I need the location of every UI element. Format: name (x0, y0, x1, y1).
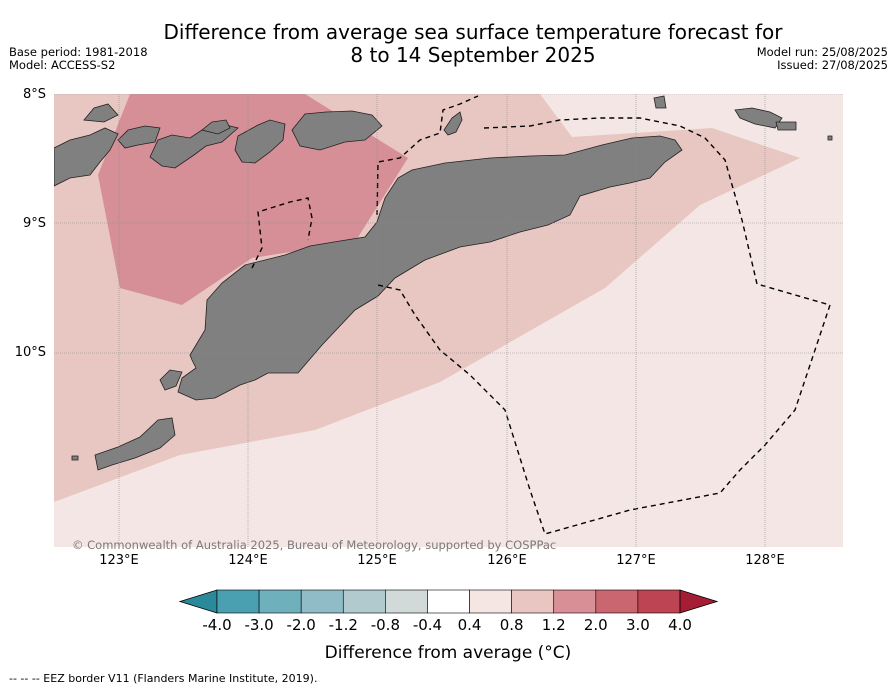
lon-label-127e: 127°E (616, 553, 656, 568)
flores-tip (83, 103, 119, 123)
colorbar-segment (216, 589, 260, 614)
map-title-line1: Difference from average sea surface temp… (163, 20, 783, 44)
colorbar-tick-label: 1.2 (541, 616, 566, 634)
small-island-a (201, 119, 231, 135)
eez-footer-note: -- -- -- EEZ border V11 (Flanders Marine… (9, 672, 318, 685)
wetar-islet (653, 95, 667, 109)
colorbar-segment (595, 589, 639, 614)
lon-label-128e: 128°E (745, 553, 785, 568)
gridlines (54, 94, 843, 547)
semau-island (159, 369, 183, 391)
colorbar-tick-label: -4.0 (202, 616, 232, 634)
alor-island (291, 110, 383, 151)
lon-label-123e: 123°E (99, 553, 139, 568)
colorbar-tick-label: -0.8 (370, 616, 400, 634)
wetar-tip (827, 135, 833, 141)
colorbar-segment (637, 589, 681, 614)
meta-right: Model run: 25/08/2025 Issued: 27/08/2025 (757, 46, 888, 72)
rote-island (94, 417, 176, 471)
timor-island (177, 135, 683, 401)
lon-label-126e: 126°E (487, 553, 527, 568)
lat-label-10s: 10°S (14, 345, 46, 360)
issued-date: Issued: 27/08/2025 (777, 58, 888, 72)
colorbar-tick-label: -3.0 (244, 616, 274, 634)
land-masses (54, 95, 833, 471)
atauro-island (443, 111, 463, 136)
colorbar-segment (385, 589, 428, 614)
colorbar-tick-label: -0.4 (412, 616, 443, 634)
lon-label-125e: 125°E (357, 553, 397, 568)
colorbar-segment (427, 589, 470, 614)
lat-label-9s: 9°S (22, 216, 46, 231)
lon-label-124e: 124°E (228, 553, 268, 568)
colorbar-segment (258, 589, 302, 614)
colorbar-tick-label: -2.0 (286, 616, 316, 634)
colorbar-tick-label: 0.4 (457, 616, 482, 634)
colorbar-tick-label: 4.0 (668, 616, 692, 634)
model-run: Model run: 25/08/2025 (756, 45, 888, 59)
pantar-island (234, 119, 286, 164)
colorbar-tick-label: 3.0 (625, 616, 650, 634)
map-title-line2: 8 to 14 September 2025 (350, 43, 596, 67)
colorbar-tick-label: 2.0 (583, 616, 608, 634)
base-period: Base period: 1981-2018 (9, 45, 148, 59)
colorbar-segment (553, 589, 597, 614)
colorbar-title: Difference from average (°C) (324, 643, 572, 663)
meta-left: Base period: 1981-2018 Model: ACCESS-S2 (9, 46, 148, 72)
model-name: Model: ACCESS-S2 (9, 58, 116, 72)
lembata-island (149, 123, 239, 169)
flores-east (54, 127, 119, 187)
colorbar-extend-high (679, 589, 719, 614)
colorbar-segment (469, 589, 512, 614)
copyright-note: © Commonwealth of Australia 2025, Bureau… (72, 538, 556, 552)
ndao-islet (71, 455, 79, 461)
colorbar-segment (342, 589, 386, 614)
colorbar-extend-low (178, 589, 218, 614)
colorbar-tick-label: 0.8 (499, 616, 524, 634)
colorbar-segment (300, 589, 344, 614)
colorbar-tick-label: -1.2 (328, 616, 358, 634)
adonara-island (117, 125, 161, 149)
colorbar-segment (511, 589, 555, 614)
eez-border (251, 95, 831, 535)
leti-island (775, 121, 797, 131)
lat-label-8s: 8°S (22, 87, 46, 102)
colorbar-segments (178, 589, 719, 614)
